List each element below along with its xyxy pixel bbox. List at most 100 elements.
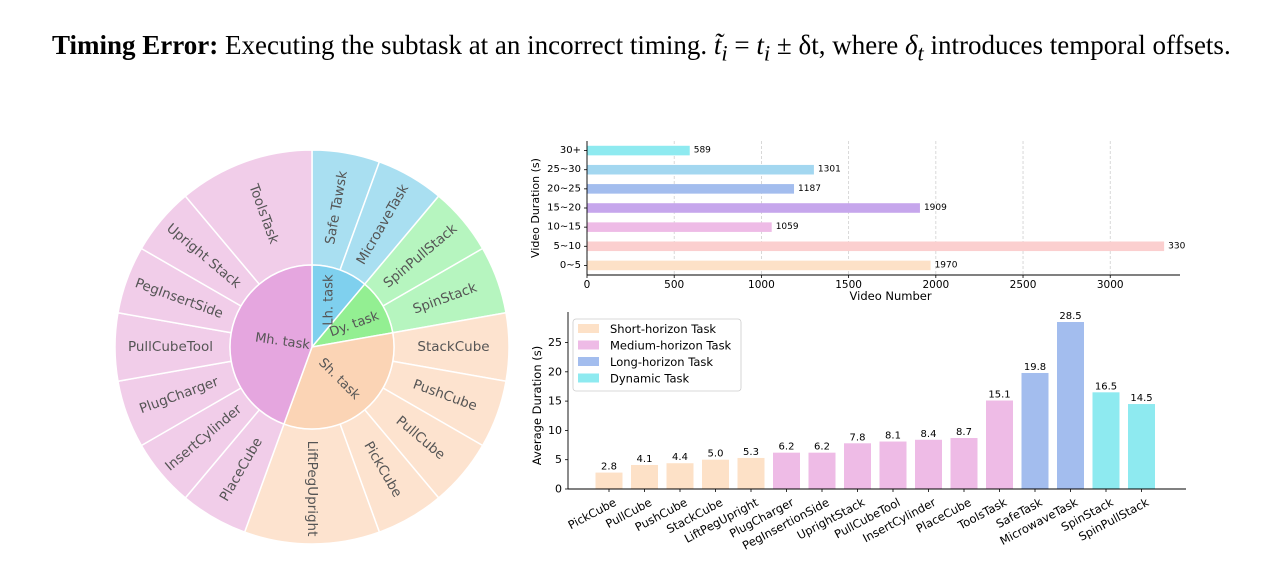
vbar-y-tick-label: 10 [548,424,562,437]
vbar-bar [1128,404,1155,489]
vbar-bar [1057,322,1084,489]
video-duration-chart: 1970 0~5 3309 5~10 1059 10~15 1909 15~20 1187 20~… [529,141,1185,303]
hbar-category-label: 30+ [560,145,581,156]
hbar-y-axis-label: Video Duration (s) [529,158,542,258]
hbar-value-label: 3309 [1168,241,1185,251]
hbar-category-label: 0~5 [560,260,581,271]
vbar-value-label: 4.1 [637,454,653,465]
legend-swatch-medium [578,340,599,350]
vbar-bar [950,438,978,489]
vbar-value-label: 5.3 [743,447,759,458]
vbar-y-tick-label: 15 [548,395,562,408]
sunburst-outer-label: LiftPegUpright [304,441,320,537]
hbar-bar [587,241,1165,252]
hbar-x-tick-label: 1000 [748,279,775,291]
caption-tail: introduces temporal offsets. [923,30,1231,60]
hbar-x-tick-label: 0 [584,279,591,291]
hbar-bar [587,145,690,156]
vbar-value-label: 5.0 [708,449,724,460]
hbar-value-label: 1059 [776,222,799,232]
task-sunburst-chart: Safe Tawsk MicroaveTaskSpinPullStackSpinS… [114,149,510,545]
caption-formula-lhs: t̃ [713,30,722,60]
vbar-y-tick-label: 0 [555,483,562,496]
caption-heading: Timing Error: [52,30,219,60]
vbar-bar [879,441,907,489]
vbar-bar [1092,392,1120,489]
caption-delta-sub: t [917,40,924,66]
hbar-x-tick-label: 500 [664,279,684,291]
vbar-bar [915,439,942,489]
vbar-y-axis-label: Average Duration (s) [530,346,544,465]
vbar-legend: Short-horizon Task Medium-horizon Task Lon… [572,318,742,392]
hbar-category-label: 25~30 [547,164,581,175]
hbar-category-label: 5~10 [554,241,581,252]
caption-formula-t: t [756,30,764,60]
caption: Timing Error: Executing the subtask at a… [52,28,1242,70]
legend-entry-medium: Medium-horizon Task [610,339,732,353]
vbar-bar [808,452,836,489]
vbar-bar [1021,372,1049,489]
legend-swatch-long [578,357,599,366]
vbar-value-label: 6.2 [779,442,795,453]
sunburst-outer-label: PullCubeTool [128,339,213,355]
vbar-y-tick-label: 5 [555,453,562,466]
legend-frame [572,318,742,392]
hbar-value-label: 1187 [798,184,821,194]
vbar-value-label: 8.4 [921,429,937,440]
vbar-y-tick-label: 25 [548,336,562,349]
vbar-value-label: 28.5 [1059,311,1081,322]
average-duration-chart: 2.8PickCube4.1PullCube4.4PushCube5.0Stac… [530,311,1186,553]
caption-formula-sub: i [721,40,728,66]
vbar-value-label: 2.8 [601,462,617,473]
vbar-bar [595,472,623,489]
vbar-value-label: 14.5 [1130,393,1152,404]
hbar-bar [587,222,772,232]
hbar-value-label: 589 [694,146,711,156]
hbar-category-label: 20~25 [547,183,581,194]
legend-swatch-dynamic [578,373,599,383]
hbar-category-label: 15~20 [547,203,581,214]
hbar-value-label: 1301 [818,165,841,175]
caption-formula-t-sub: i [763,40,771,66]
vbar-value-label: 7.8 [850,432,866,443]
caption-rest: , where [818,30,905,60]
vbar-bar [702,459,729,489]
legend-entry-dynamic: Dynamic Task [610,372,690,386]
vbar-value-label: 6.2 [814,442,830,453]
vbar-bar [986,400,1013,489]
hbar-value-label: 1970 [935,260,958,270]
sunburst-inner-slice-mh-task [229,264,313,426]
vbar-value-label: 15.1 [988,390,1010,401]
hbar-value-label: 1909 [924,203,947,213]
vbar-y-tick-label: 20 [548,365,562,378]
hbar-x-tick-label: 2500 [1010,279,1037,291]
vbar-bar [666,463,694,489]
hbar-x-tick-label: 2000 [922,279,949,291]
legend-swatch-short [578,324,599,333]
hbar-bar [587,164,814,175]
vbar-bar [773,452,800,489]
hbar-bar [587,184,795,194]
sunburst-inner-label: Lh. task [322,274,337,326]
caption-formula-pm: ± δt [770,30,819,60]
vbar-value-label: 8.1 [885,431,901,442]
caption-sentence: Executing the subtask at an incorrect ti… [225,30,708,60]
hbar-category-label: 10~15 [547,222,581,233]
legend-entry-short: Short-horizon Task [610,322,716,336]
vbar-bar [844,443,871,489]
hbar-bar [587,260,931,271]
vbar-bar [631,464,658,489]
hbar-bar [587,203,920,213]
vbar-value-label: 19.8 [1024,362,1046,373]
vbar-value-label: 8.7 [956,427,972,438]
vbar-bar [737,457,765,489]
hbar-x-tick-label: 1500 [835,279,862,291]
vbar-value-label: 16.5 [1095,381,1117,392]
caption-delta: δ [904,30,918,60]
sunburst-inner-slice-sh-task [282,331,395,430]
legend-entry-long: Long-horizon Task [610,355,713,369]
vbar-value-label: 4.4 [672,452,688,463]
hbar-x-tick-label: 3000 [1097,279,1124,291]
caption-formula-eq: = [727,30,757,60]
sunburst-outer-label: StackCube [417,339,489,355]
